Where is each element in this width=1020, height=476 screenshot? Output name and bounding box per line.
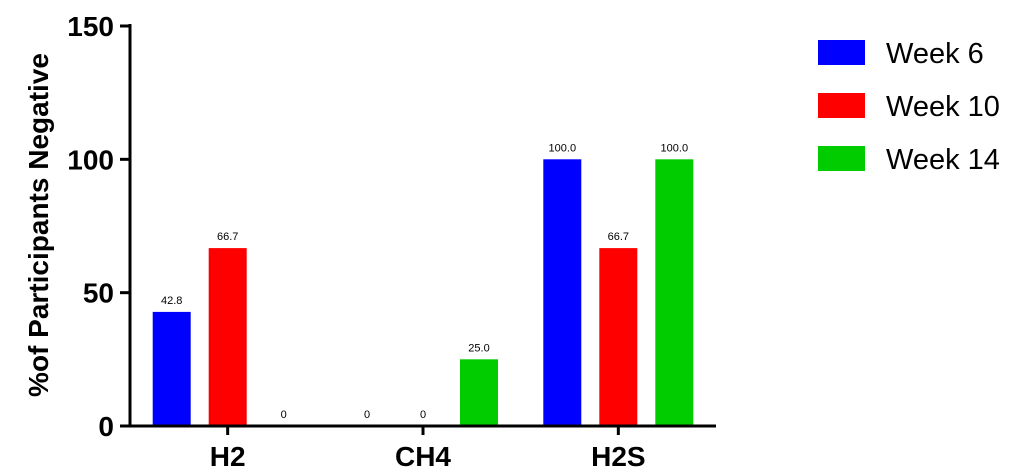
data-label-week-14-h2s: 100.0 [661, 142, 689, 154]
data-label-week-14-h2: 0 [281, 409, 287, 421]
legend-label-week-10: Week 10 [886, 91, 1000, 123]
bar-week-10-h2s [599, 248, 638, 426]
x-tick-label-h2: H2 [210, 441, 246, 472]
y-ticks-group: 0 50 100 150 [67, 11, 130, 442]
data-label-week-6-ch4: 0 [364, 409, 370, 421]
bar-week-14-h2s [655, 159, 694, 427]
y-tick-label-0: 0 [98, 411, 114, 442]
x-tick-label-h2s: H2S [591, 441, 645, 472]
y-tick-label-100: 100 [67, 144, 114, 175]
x-ticks-group: H2 CH4 H2S [210, 426, 646, 472]
legend-swatch-week-6 [818, 40, 865, 65]
legend-label-week-6: Week 6 [886, 38, 984, 70]
bar-week-10-h2 [208, 248, 247, 426]
legend-swatch-week-14 [818, 146, 865, 171]
bars-group [152, 159, 694, 427]
legend-swatch-week-10 [818, 93, 865, 118]
data-label-week-6-h2: 42.8 [161, 295, 182, 307]
x-tick-label-ch4: CH4 [395, 441, 451, 472]
bar-week-6-h2s [543, 159, 582, 427]
y-axis-label: %of Participants Negative [23, 53, 54, 397]
data-label-week-14-ch4: 25.0 [468, 342, 489, 354]
bar-week-6-h2 [152, 311, 191, 426]
data-label-week-6-h2s: 100.0 [549, 142, 577, 154]
bar-week-14-ch4 [460, 359, 498, 426]
data-label-week-10-h2: 66.7 [217, 231, 238, 243]
y-tick-label-50: 50 [83, 278, 114, 309]
data-label-week-10-h2s: 66.7 [608, 231, 629, 243]
legend-label-week-14: Week 14 [886, 144, 1000, 176]
data-label-week-10-ch4: 0 [420, 409, 426, 421]
y-tick-label-150: 150 [67, 11, 114, 42]
data-labels-group: 42.8 66.7 0 0 0 25.0 100.0 66.7 100.0 [161, 142, 688, 421]
legend: Week 6 Week 10 Week 14 [818, 38, 1000, 176]
